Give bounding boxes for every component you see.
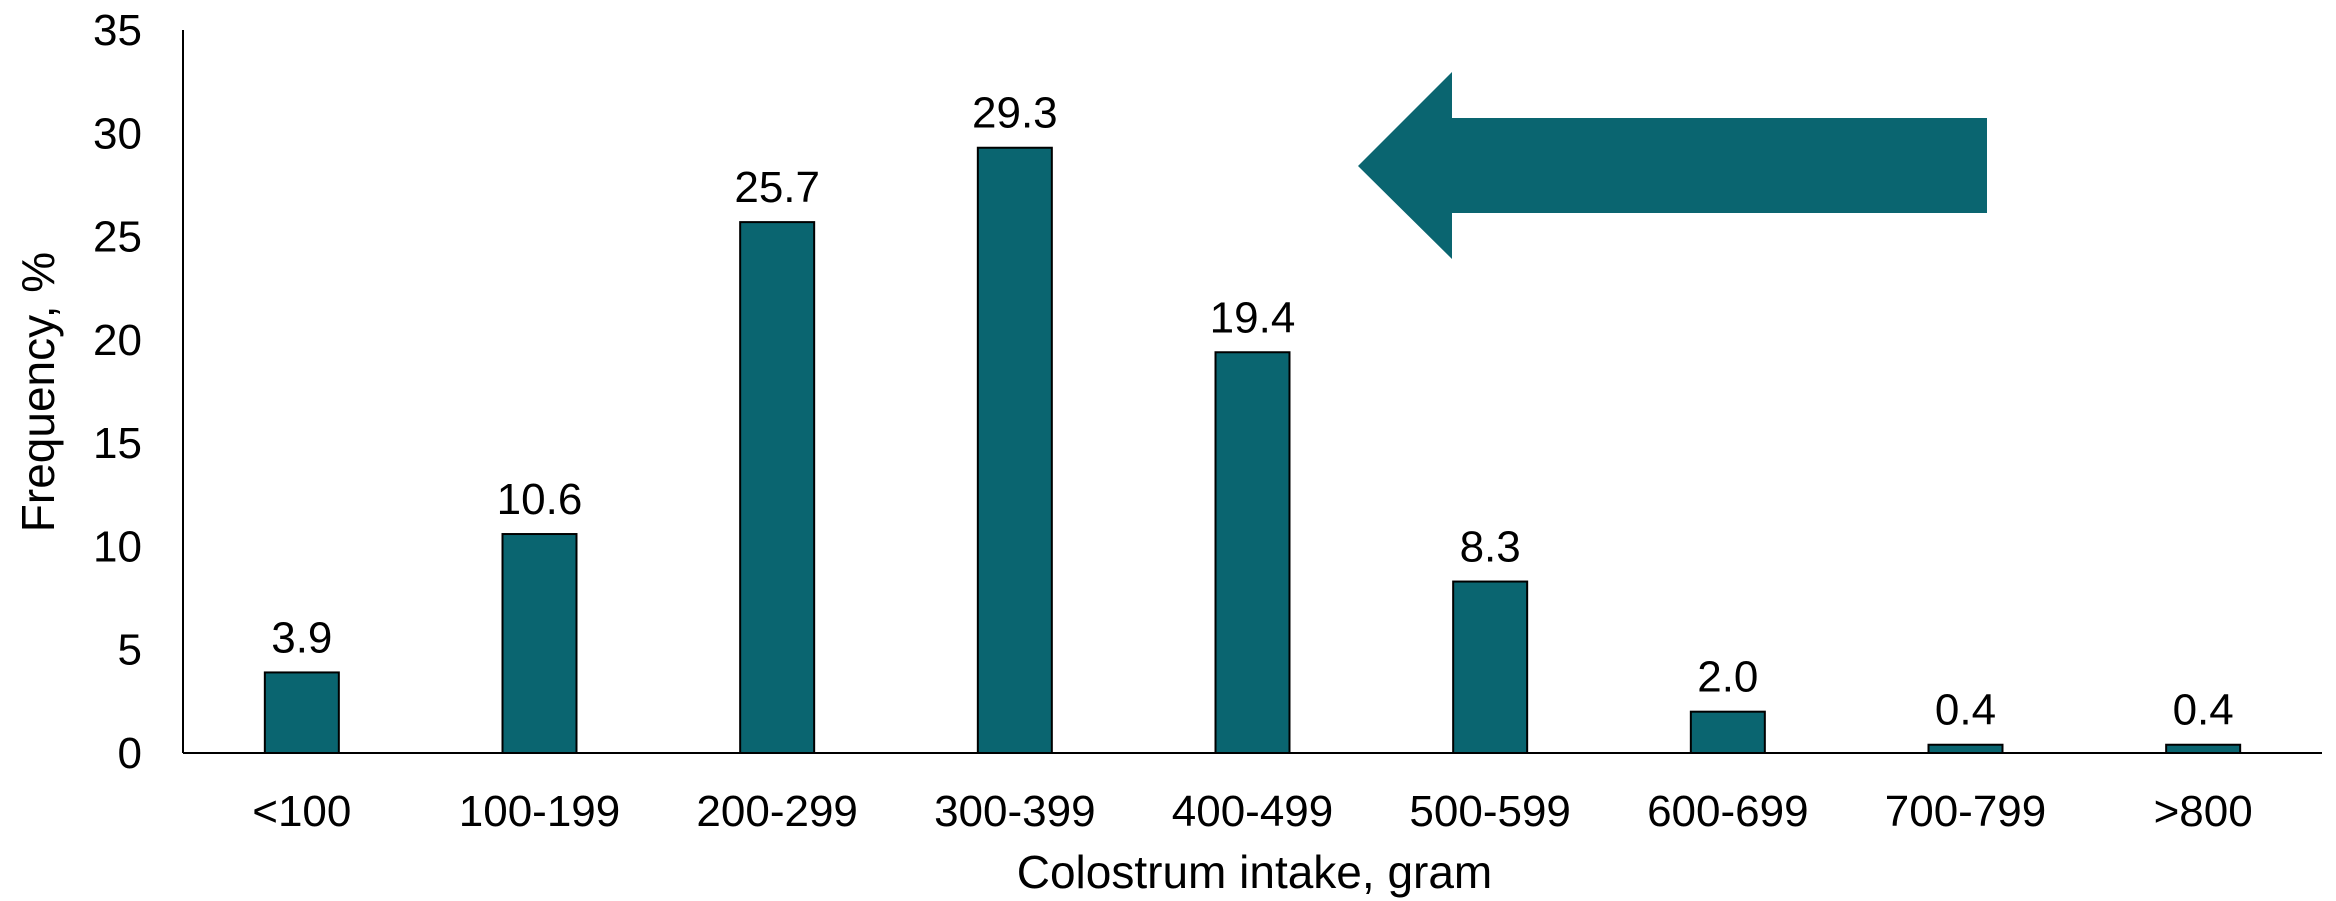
x-axis-title: Colostrum intake, gram [1017,846,1493,898]
data-labels: 3.9 10.6 25.7 29.3 19.4 8.3 2.0 0.4 0.4 [271,89,2234,735]
bar-data-label: 0.4 [2173,686,2234,735]
y-axis-ticks: 0 5 10 15 20 25 30 35 [93,6,142,778]
y-tick-label: 35 [93,6,142,55]
x-tick-label: <100 [252,787,351,836]
x-tick-label: 400-499 [1172,787,1333,836]
y-tick-label: 20 [93,316,142,365]
bar-data-label: 19.4 [1210,293,1296,342]
bar-data-label: 2.0 [1697,653,1758,702]
bar-data-label: 0.4 [1935,686,1996,735]
bar [1689,710,1766,755]
y-tick-label: 10 [93,522,142,571]
bar [1927,743,2004,754]
bar [501,533,578,755]
y-tick-label: 15 [93,419,142,468]
x-tick-label: 100-199 [459,787,620,836]
bar [739,221,816,754]
x-tick-label: >800 [2154,787,2253,836]
y-tick-label: 0 [118,729,142,778]
x-tick-label: 600-699 [1647,787,1808,836]
bars [263,146,2242,755]
bar-data-label: 3.9 [271,613,332,662]
left-arrow-annotation [1358,72,1987,259]
y-tick-label: 25 [93,213,142,262]
x-axis-ticks: <100 100-199 200-299 300-399 400-499 500-599 6… [252,787,2252,836]
bar-data-label: 29.3 [972,89,1058,138]
x-tick-label: 500-599 [1409,787,1570,836]
x-tick-label: 700-799 [1885,787,2046,836]
bar-data-label: 25.7 [734,163,820,212]
bar [263,671,340,754]
y-tick-label: 30 [93,109,142,158]
bar [2165,743,2242,754]
bar-data-label: 10.6 [497,475,583,524]
y-axis-title: Frequency, % [12,252,64,532]
bar [976,146,1053,754]
bar [1214,351,1291,754]
bar-data-label: 8.3 [1460,523,1521,572]
x-tick-label: 300-399 [934,787,1095,836]
bar [1452,580,1529,754]
y-tick-label: 5 [118,626,142,675]
x-tick-label: 200-299 [696,787,857,836]
